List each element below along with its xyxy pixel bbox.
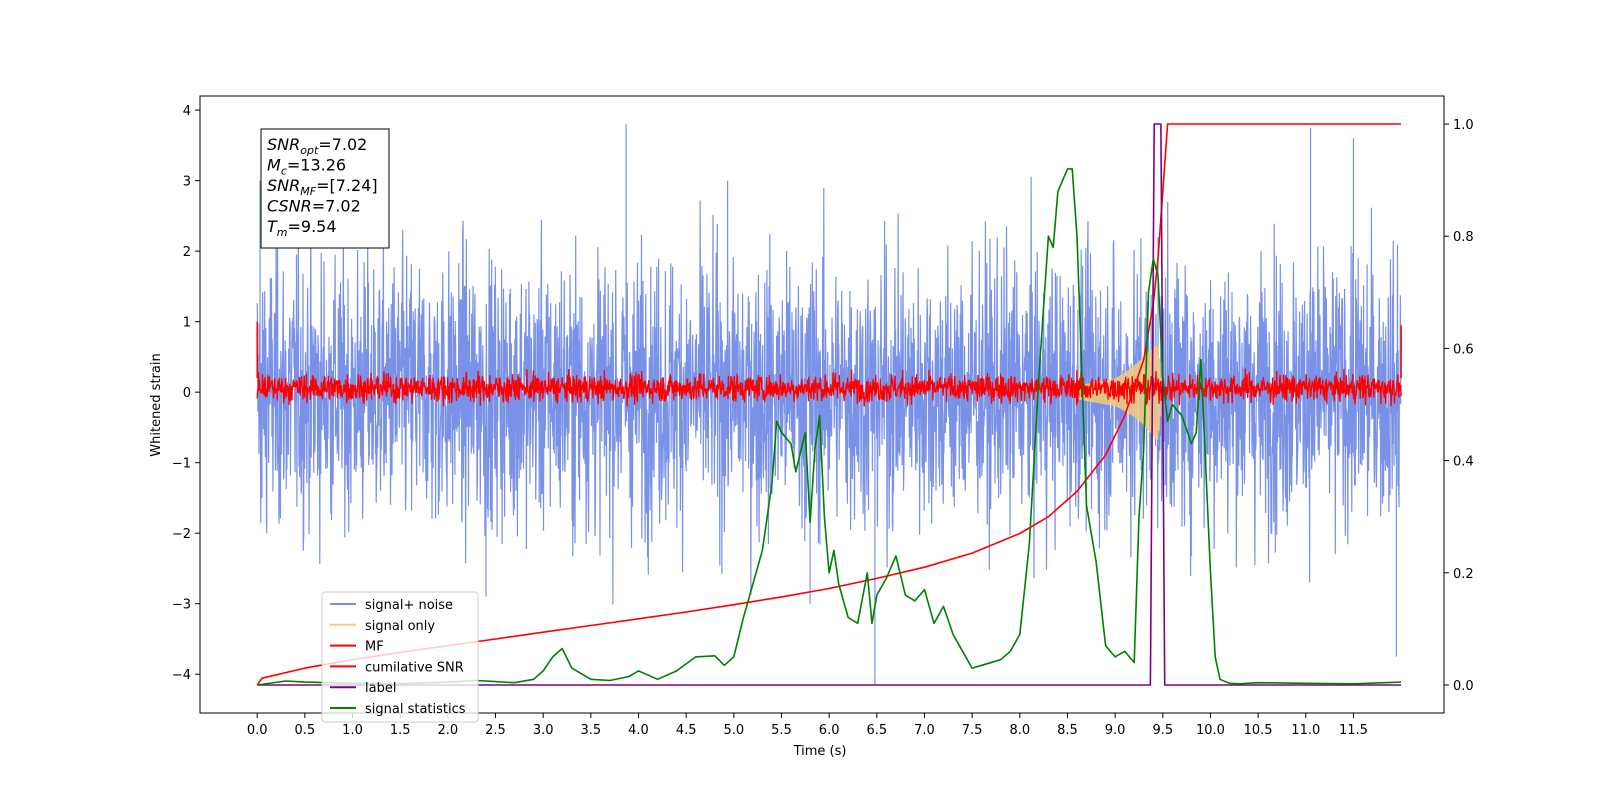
y-tick-label: −3 bbox=[172, 598, 191, 613]
legend-label: cumilative SNR bbox=[365, 660, 464, 675]
series-mf bbox=[256, 368, 1402, 407]
annotation-value: =7.02 bbox=[312, 197, 361, 216]
annotation-line: Mc=13.26 bbox=[267, 156, 346, 178]
annotation-subscript: opt bbox=[300, 144, 319, 157]
annotation-value: =[7.24] bbox=[316, 176, 378, 195]
x-tick-label: 11.0 bbox=[1291, 723, 1320, 738]
legend-label: MF bbox=[365, 640, 384, 655]
y2-tick-label: 0.8 bbox=[1453, 230, 1474, 245]
annotation-subscript: m bbox=[277, 226, 288, 239]
x-tick-label: 2.5 bbox=[485, 723, 506, 738]
annotation-line: SNRopt=7.02 bbox=[267, 135, 367, 157]
y2-tick-label: 0.4 bbox=[1453, 455, 1474, 470]
annotation-symbol: M bbox=[267, 156, 281, 175]
x-tick-label: 1.0 bbox=[342, 723, 363, 738]
plot-area bbox=[256, 123, 1402, 686]
legend-label: label bbox=[365, 681, 396, 696]
x-tick-label: 2.0 bbox=[438, 723, 459, 738]
annotation-line: SNRMF=[7.24] bbox=[267, 176, 378, 198]
series-label bbox=[257, 123, 1402, 686]
annotation-symbol: T bbox=[267, 217, 278, 236]
x-tick-label: 11.5 bbox=[1339, 723, 1368, 738]
x-tick-label: 6.0 bbox=[819, 723, 840, 738]
annotation-symbol: CSNR bbox=[267, 197, 312, 216]
x-axis-label: Time (s) bbox=[793, 744, 847, 759]
x-tick-label: 9.5 bbox=[1152, 723, 1173, 738]
y-axis-label: Whitened strain bbox=[149, 353, 164, 456]
annotation-symbol: SNR bbox=[267, 176, 300, 195]
annotation-line: CSNR=7.02 bbox=[267, 197, 361, 216]
legend-label: signal+ noise bbox=[365, 598, 453, 613]
y-tick-label: 0 bbox=[183, 386, 191, 401]
x-tick-label: 0.0 bbox=[247, 723, 268, 738]
y-tick-label: 3 bbox=[183, 175, 191, 190]
x-tick-label: 5.5 bbox=[771, 723, 792, 738]
x-tick-label: 10.5 bbox=[1244, 723, 1273, 738]
plot-frame bbox=[199, 95, 1445, 714]
x-axis: 0.0 0.5 1.0 1.5 2.0 2.5 3.0 3.5 4.0 4.5 5.0 5.5 6.0 6… bbox=[247, 713, 1368, 738]
y2-tick-label: 0.2 bbox=[1453, 567, 1474, 582]
x-tick-label: 9.0 bbox=[1105, 723, 1126, 738]
annotation-subscript: MF bbox=[300, 185, 316, 198]
y-axis-left: 4 3 2 1 0 −1 −2 −3 −4 bbox=[172, 104, 200, 683]
y2-tick-label: 0.0 bbox=[1453, 679, 1474, 694]
y2-tick-label: 0.6 bbox=[1453, 342, 1474, 357]
x-tick-label: 4.0 bbox=[628, 723, 649, 738]
x-tick-label: 5.0 bbox=[723, 723, 744, 738]
annotation-value: =13.26 bbox=[287, 156, 346, 175]
series-signal-statistics bbox=[257, 168, 1402, 686]
legend-frame bbox=[321, 591, 479, 723]
annotation-value: =7.02 bbox=[318, 135, 367, 154]
annotation-frame bbox=[260, 128, 390, 249]
annotation-subscript: c bbox=[281, 165, 287, 178]
y-tick-label: 2 bbox=[183, 245, 191, 260]
annotation-symbol: SNR bbox=[267, 135, 300, 154]
legend-label: signal statistics bbox=[365, 702, 466, 717]
x-tick-label: 1.5 bbox=[390, 723, 411, 738]
x-tick-label: 3.0 bbox=[533, 723, 554, 738]
legend-label: signal only bbox=[365, 619, 435, 634]
y-tick-label: −2 bbox=[172, 527, 191, 542]
x-tick-label: 7.5 bbox=[962, 723, 983, 738]
annotation-line: Tm=9.54 bbox=[267, 217, 337, 239]
series-signal-only bbox=[1076, 344, 1164, 440]
y-axis-right: 1.0 0.8 0.6 0.4 0.2 0.0 bbox=[1444, 118, 1474, 694]
stats-annotation-box: SNRopt=7.02Mc=13.26SNRMF=[7.24]CSNR=7.02… bbox=[260, 128, 390, 249]
annotation-value: =9.54 bbox=[288, 217, 337, 236]
x-tick-label: 0.5 bbox=[295, 723, 316, 738]
x-tick-label: 3.5 bbox=[580, 723, 601, 738]
y-tick-label: 4 bbox=[183, 104, 191, 119]
y-tick-label: 1 bbox=[183, 316, 191, 331]
y2-tick-label: 1.0 bbox=[1453, 118, 1474, 133]
y-tick-label: −1 bbox=[172, 457, 191, 472]
x-tick-label: 8.5 bbox=[1057, 723, 1078, 738]
legend: signal+ noise signal only MF cumilative SNR… bbox=[321, 591, 479, 723]
x-tick-label: 4.5 bbox=[676, 723, 697, 738]
x-tick-label: 7.0 bbox=[914, 723, 935, 738]
x-tick-label: 8.0 bbox=[1009, 723, 1030, 738]
y-tick-label: −4 bbox=[172, 668, 191, 683]
x-tick-label: 10.0 bbox=[1196, 723, 1225, 738]
x-tick-label: 6.5 bbox=[866, 723, 887, 738]
